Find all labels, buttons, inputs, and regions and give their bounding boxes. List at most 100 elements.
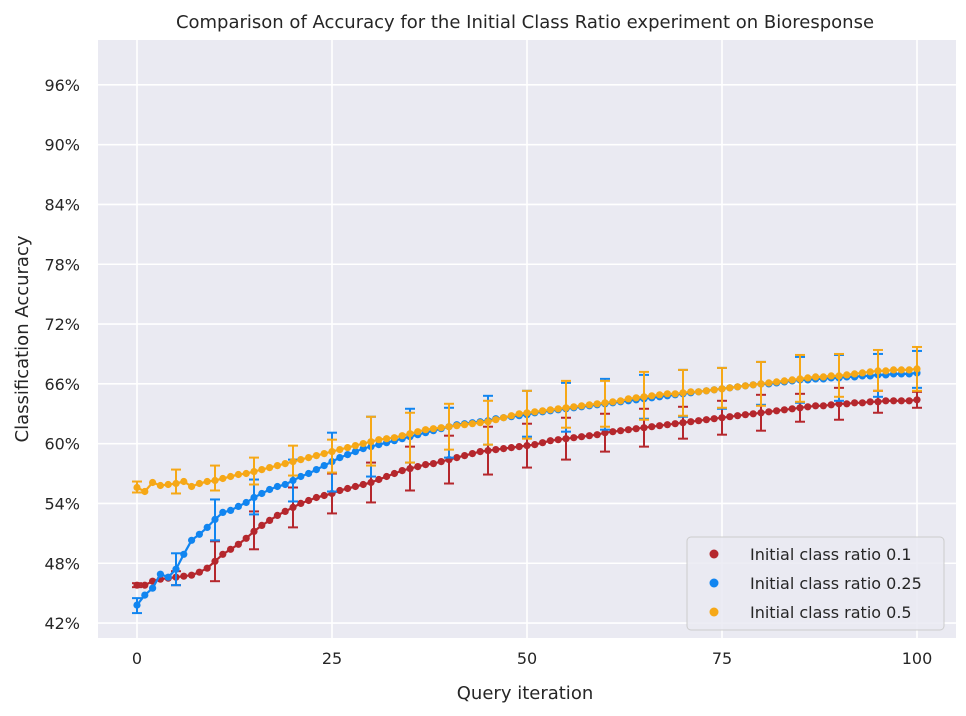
data-point xyxy=(188,536,196,544)
data-point xyxy=(195,479,203,488)
y-tick-label: 90% xyxy=(44,136,80,155)
data-point xyxy=(585,401,594,409)
data-point xyxy=(406,430,414,438)
data-point xyxy=(172,565,180,573)
data-point xyxy=(312,452,320,460)
data-point xyxy=(788,405,796,413)
data-point xyxy=(297,499,305,507)
data-point xyxy=(624,395,633,403)
data-point xyxy=(890,366,898,374)
data-point xyxy=(242,498,250,507)
data-point xyxy=(250,493,258,502)
data-point xyxy=(461,452,469,460)
data-point xyxy=(437,424,445,432)
data-point xyxy=(663,390,672,398)
data-point xyxy=(336,486,344,495)
data-point xyxy=(211,515,219,524)
data-point xyxy=(227,472,235,481)
y-tick-label: 54% xyxy=(44,494,80,513)
data-point xyxy=(562,435,570,443)
series-layer xyxy=(132,345,922,615)
legend-marker xyxy=(709,607,719,617)
data-point xyxy=(383,472,391,481)
data-point xyxy=(773,378,781,386)
y-tick-label: 96% xyxy=(44,76,80,95)
data-point xyxy=(195,568,203,576)
data-point xyxy=(203,564,211,572)
data-point xyxy=(367,478,375,487)
data-point xyxy=(858,369,867,377)
y-axis-ticks: 42% 48% 54% 60% 66% 72% 78% 84% 90% 96% xyxy=(44,76,80,633)
data-point xyxy=(484,447,492,455)
data-point xyxy=(507,444,515,452)
data-point xyxy=(141,487,149,496)
data-point xyxy=(164,480,172,489)
data-point xyxy=(796,375,804,383)
data-point xyxy=(266,464,274,472)
data-point xyxy=(305,469,313,478)
data-point xyxy=(149,584,157,592)
data-point xyxy=(882,367,890,375)
data-point xyxy=(390,469,398,478)
data-point xyxy=(734,412,742,420)
data-point xyxy=(453,454,461,462)
data-point xyxy=(593,400,601,408)
data-point xyxy=(359,480,367,489)
data-point xyxy=(297,456,305,464)
data-point xyxy=(351,448,359,456)
data-point xyxy=(515,410,523,418)
data-point xyxy=(297,472,305,481)
y-axis-label: Classification Accuracy xyxy=(12,235,33,442)
data-point xyxy=(671,420,679,428)
data-point xyxy=(812,402,820,410)
data-point xyxy=(710,386,718,394)
data-point xyxy=(757,380,765,388)
data-point xyxy=(242,534,250,542)
data-point xyxy=(141,581,149,589)
data-point xyxy=(422,461,430,469)
data-point xyxy=(640,393,648,401)
chart-title: Comparison of Accuracy for the Initial C… xyxy=(176,12,874,33)
data-point xyxy=(500,414,508,422)
data-point xyxy=(351,442,359,450)
data-point xyxy=(679,389,687,397)
data-point xyxy=(312,466,320,474)
data-point xyxy=(258,521,266,530)
data-point xyxy=(601,429,609,437)
data-point xyxy=(133,601,141,609)
x-tick-label: 50 xyxy=(517,649,537,668)
data-point xyxy=(281,507,289,515)
series-3 xyxy=(132,345,922,496)
data-point xyxy=(617,397,625,405)
data-point xyxy=(585,432,594,440)
data-point xyxy=(523,442,531,450)
legend-box xyxy=(686,536,945,631)
data-point xyxy=(156,570,164,578)
data-point xyxy=(445,423,453,431)
y-tick-label: 84% xyxy=(44,195,80,214)
data-point xyxy=(211,557,219,565)
data-point xyxy=(344,444,352,452)
data-point xyxy=(656,391,664,399)
data-point xyxy=(773,407,781,415)
data-point xyxy=(905,366,913,374)
data-point xyxy=(546,437,555,445)
data-point xyxy=(242,469,250,478)
data-point xyxy=(640,424,648,432)
data-point xyxy=(328,448,336,456)
data-point xyxy=(796,404,804,412)
data-point xyxy=(827,401,835,409)
legend-marker xyxy=(709,549,719,559)
data-point xyxy=(671,390,679,398)
data-point xyxy=(188,482,196,491)
data-point xyxy=(695,388,703,396)
data-point xyxy=(250,468,258,476)
data-point xyxy=(429,425,437,433)
data-point xyxy=(687,388,695,396)
data-point xyxy=(398,467,406,475)
data-point xyxy=(609,398,617,406)
data-point xyxy=(718,414,726,422)
data-point xyxy=(523,409,531,417)
data-point xyxy=(812,373,820,381)
